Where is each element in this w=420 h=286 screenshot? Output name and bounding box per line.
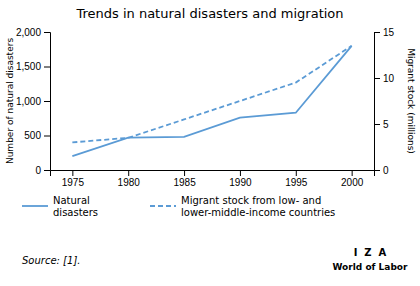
tick-label: 1985 bbox=[173, 177, 196, 188]
tick-mark bbox=[352, 170, 353, 176]
tick-label: 1,500 bbox=[16, 61, 41, 72]
axis-line bbox=[44, 33, 51, 171]
tick-mark bbox=[184, 170, 185, 176]
annotation: Source: [1]. bbox=[22, 255, 80, 266]
legend-label-line: lower-middle-income countries bbox=[181, 207, 335, 218]
tick: 1975 bbox=[62, 170, 85, 188]
legend-label: Naturaldisasters bbox=[53, 195, 98, 218]
plot: 1975 1980 1985 1990 1995 2000 0 500 1,000 1,500 2,… bbox=[16, 27, 395, 188]
tick-mark bbox=[44, 136, 50, 137]
x-axis: 1975 1980 1985 1990 1995 2000 bbox=[51, 170, 375, 188]
tick-mark bbox=[374, 124, 380, 125]
tick-label: 1995 bbox=[285, 177, 308, 188]
lines bbox=[72, 46, 351, 156]
tick-mark bbox=[44, 67, 50, 68]
tick-mark bbox=[374, 170, 380, 171]
tick: 1980 bbox=[118, 170, 141, 188]
annotation: I Z A bbox=[354, 247, 387, 258]
tick-label: 2,000 bbox=[16, 27, 41, 38]
legend-swatch bbox=[22, 205, 48, 207]
tick: 0 bbox=[35, 165, 50, 176]
y-axis-title: Number of natural disasters bbox=[5, 38, 15, 164]
tick-label: 1975 bbox=[62, 177, 85, 188]
tick-mark bbox=[240, 170, 241, 176]
tick: 1995 bbox=[285, 170, 308, 188]
axis-line bbox=[51, 171, 375, 177]
tick: 0 bbox=[374, 165, 389, 176]
tick: 15 bbox=[374, 27, 395, 38]
y-axis: 0 500 1,000 1,500 2,000 bbox=[16, 27, 51, 176]
tick-label: 0 bbox=[383, 165, 389, 176]
tick: 5 bbox=[374, 119, 389, 130]
tick-mark bbox=[374, 32, 380, 33]
tick: 1990 bbox=[229, 170, 252, 188]
tick-label: 0 bbox=[35, 165, 41, 176]
y2-axis-title: Migrant stock (millions) bbox=[406, 48, 416, 154]
legend-swatch bbox=[150, 205, 176, 207]
tick-mark bbox=[44, 101, 50, 102]
tick-label: 15 bbox=[383, 27, 395, 38]
title: Trends in natural disasters and migratio… bbox=[75, 6, 343, 21]
tick-label: 500 bbox=[24, 130, 41, 141]
tick: 2000 bbox=[341, 170, 364, 188]
chart: Trends in natural disasters and migratio… bbox=[0, 0, 420, 286]
legend-label-line: disasters bbox=[53, 207, 98, 218]
tick-label: 1990 bbox=[229, 177, 252, 188]
tick-mark bbox=[72, 170, 73, 176]
tick: 1,500 bbox=[16, 61, 50, 72]
tick-mark bbox=[128, 170, 129, 176]
legend-label-line: Natural bbox=[53, 195, 90, 206]
tick: 10 bbox=[374, 73, 395, 84]
tick-mark bbox=[374, 78, 380, 79]
tick-label: 1,000 bbox=[16, 96, 41, 107]
tick-mark bbox=[296, 170, 297, 176]
tick: 1985 bbox=[173, 170, 196, 188]
legend: Naturaldisasters Migrant stock from low- … bbox=[22, 195, 335, 218]
y2-axis: 0 5 10 15 bbox=[374, 27, 395, 176]
tick: 1,000 bbox=[16, 96, 50, 107]
tick-label: 1980 bbox=[118, 177, 141, 188]
series-line bbox=[72, 46, 351, 143]
tick-label: 2000 bbox=[341, 177, 364, 188]
tick-mark bbox=[44, 170, 50, 171]
tick-label: 5 bbox=[383, 119, 389, 130]
tick: 500 bbox=[24, 130, 50, 141]
tick-mark bbox=[44, 32, 50, 33]
axis-line bbox=[375, 33, 381, 171]
legend-label-line: Migrant stock from low- and bbox=[181, 195, 321, 206]
annotation: World of Labor bbox=[333, 262, 409, 272]
tick-label: 10 bbox=[383, 73, 395, 84]
series-line bbox=[72, 46, 351, 156]
tick: 2,000 bbox=[16, 27, 50, 38]
legend-label: Migrant stock from low- andlower-middle-… bbox=[181, 195, 335, 218]
